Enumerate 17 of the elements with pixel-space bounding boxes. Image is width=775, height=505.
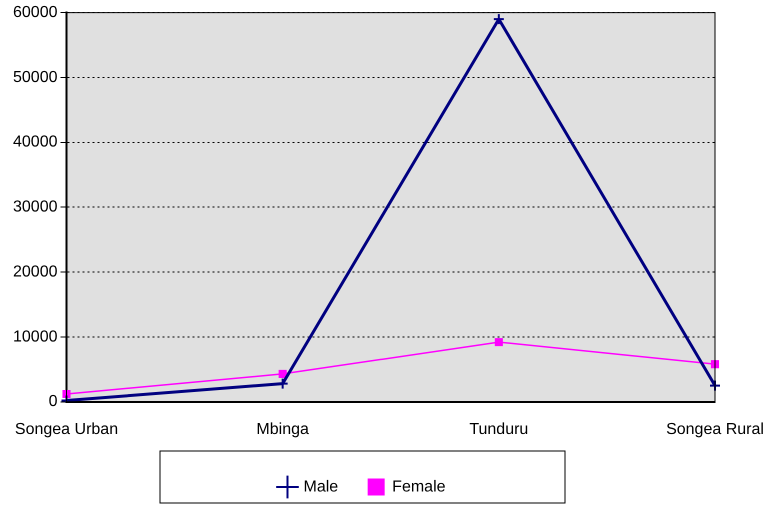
- point: [494, 338, 503, 346]
- y-tick-label: 10000: [12, 328, 58, 346]
- y-tick-label: 50000: [12, 68, 58, 86]
- y-tick-label: 30000: [12, 198, 58, 216]
- point: [278, 370, 287, 378]
- legend-label: Female: [392, 478, 446, 496]
- x-tick-label: Songea Rural: [666, 420, 764, 438]
- legend-label: Male: [303, 478, 338, 496]
- y-tick-label: 0: [48, 393, 58, 410]
- y-tick-label: 60000: [12, 4, 58, 22]
- point: [709, 380, 721, 392]
- x-tick-label: Songea Urban: [14, 420, 118, 438]
- x-tick-label: Mbinga: [256, 420, 309, 438]
- y-tick-label: 40000: [12, 134, 58, 151]
- point: [492, 13, 505, 26]
- x-tick-label: Tunduru: [469, 420, 528, 438]
- y-tick-label: 20000: [12, 263, 58, 280]
